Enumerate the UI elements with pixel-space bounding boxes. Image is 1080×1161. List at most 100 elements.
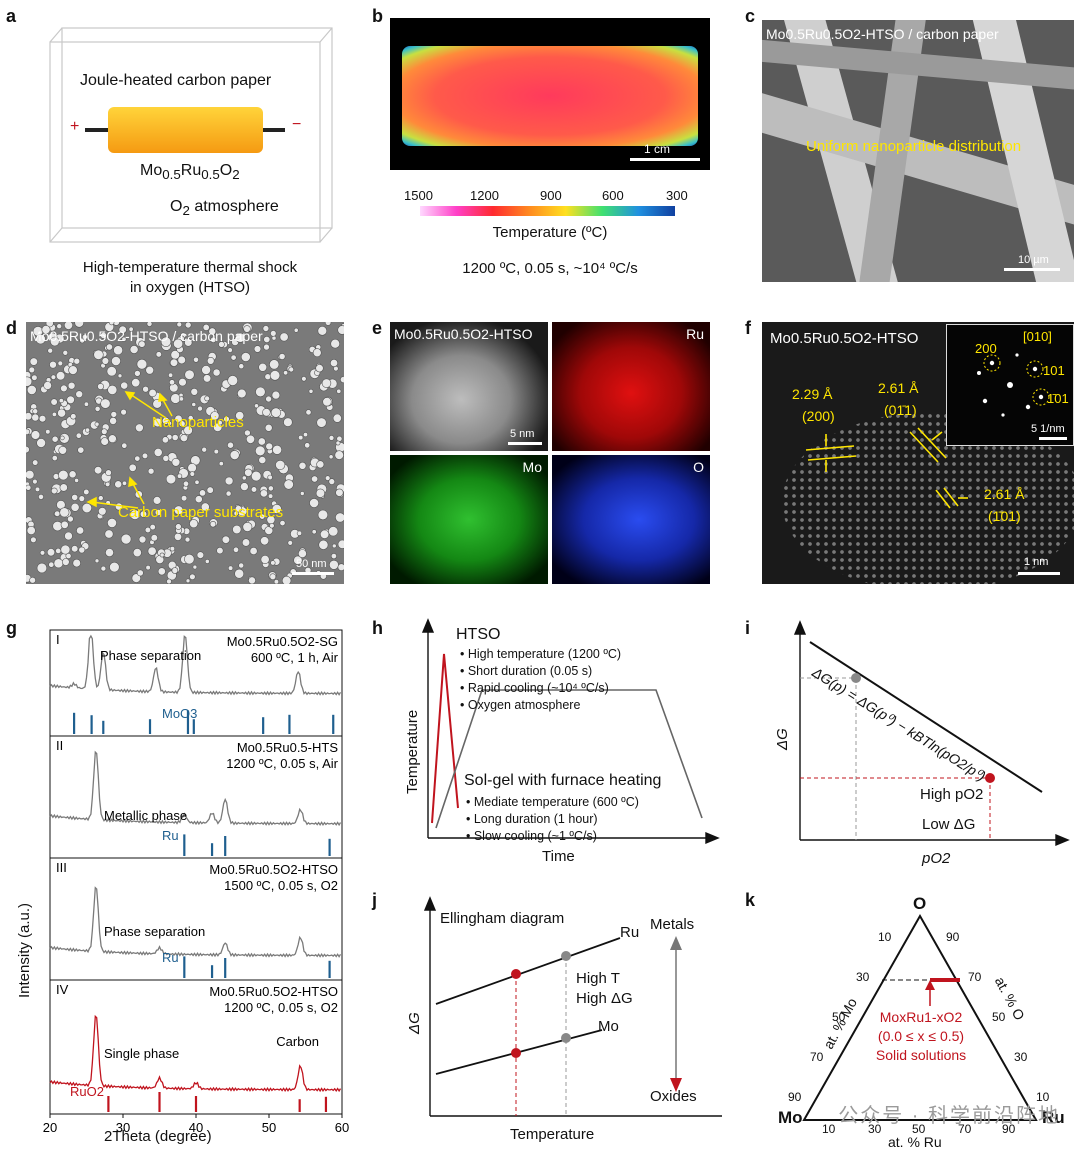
- xrd-pattern: [49, 886, 342, 958]
- nanoparticle: [265, 442, 273, 451]
- nanoparticle: [60, 384, 68, 393]
- nanoparticle: [210, 411, 220, 421]
- nanoparticle: [134, 370, 141, 377]
- nanoparticle: [29, 576, 36, 584]
- hrtem-title: Mo0.5Ru0.5O2-HTSO: [770, 330, 919, 347]
- nanoparticle: [29, 357, 38, 366]
- vertex-ru: Ru: [1042, 1108, 1065, 1127]
- nanoparticle: [94, 558, 100, 564]
- nanoparticle: [161, 436, 169, 444]
- temperature-profile: [421, 618, 720, 845]
- nanoparticle: [146, 322, 153, 327]
- nanoparticle: [184, 553, 195, 565]
- nanoparticle: [233, 546, 240, 553]
- nanoparticle: [253, 345, 262, 353]
- panel-a-caption: High-temperature thermal shock in oxygen…: [82, 259, 298, 296]
- nanoparticle: [61, 558, 70, 566]
- nanoparticle: [72, 558, 81, 568]
- nanoparticle: [194, 479, 200, 485]
- nanoparticle: [173, 505, 184, 515]
- nanoparticle: [45, 429, 51, 435]
- nanoparticle: [138, 340, 146, 348]
- nanoparticle: [283, 479, 294, 490]
- nanoparticle: [204, 558, 210, 564]
- nanoparticle: [183, 425, 193, 436]
- nanoparticle: [31, 374, 38, 381]
- nanoparticle: [224, 476, 234, 486]
- nanoparticle: [34, 486, 41, 492]
- nanoparticle: [117, 373, 123, 379]
- nanoparticle: [136, 569, 144, 577]
- nanoparticle: [118, 325, 127, 334]
- nanoparticle: [32, 478, 38, 485]
- nanoparticle: [93, 466, 103, 475]
- nanoparticle: [337, 563, 344, 571]
- nanoparticle: [47, 347, 54, 354]
- vertex-mo: Mo: [778, 1108, 803, 1127]
- nanoparticle: [185, 578, 191, 584]
- nanoparticle: [84, 427, 90, 433]
- nanoparticle: [49, 336, 60, 347]
- nanoparticle: [46, 548, 56, 557]
- nanoparticle: [269, 359, 280, 370]
- nanoparticle: [135, 423, 144, 433]
- nanoparticle: [75, 432, 82, 439]
- nanoparticle: [177, 355, 186, 365]
- nanoparticle: [241, 475, 247, 481]
- nanoparticle: [128, 463, 137, 472]
- scale-bar-label: 5 nm: [510, 428, 535, 440]
- nanoparticle: [293, 327, 299, 333]
- heating-condition: 1200 ºC, 0.05 s, ~10⁴ ºC/s: [462, 260, 638, 277]
- nanoparticle: [194, 495, 203, 504]
- x-tick-label: 30: [116, 1120, 130, 1135]
- nanoparticle: [129, 345, 139, 354]
- nanoparticle: [258, 362, 268, 372]
- nanoparticle: [221, 535, 230, 544]
- haadf-image: Mo0.5Ru0.5O2-HTSO 5 nm: [390, 322, 548, 451]
- nanoparticle: [223, 415, 230, 423]
- nanoparticle: [98, 507, 107, 516]
- nanoparticle: [74, 322, 84, 328]
- nanoparticle: [309, 498, 319, 508]
- nanoparticle: [76, 526, 85, 535]
- nanoparticle: [273, 579, 279, 584]
- nanoparticle: [305, 409, 312, 416]
- scale-bar-label: 1 nm: [1024, 556, 1049, 568]
- nanoparticle: [270, 330, 277, 337]
- nanoparticle: [298, 461, 307, 470]
- carbon-annotation: Carbon: [276, 1034, 319, 1049]
- x-tick-label: 50: [262, 1120, 276, 1135]
- nanoparticle: [293, 555, 303, 565]
- reference-label: Ru: [162, 828, 179, 843]
- nanoparticle: [168, 372, 174, 378]
- nanoparticle: [39, 550, 46, 556]
- nanoparticle: [196, 551, 205, 559]
- i-xlabel: pO2: [922, 850, 951, 867]
- d-spacing-3: 2.61 Å: [984, 486, 1025, 502]
- nanoparticle: [136, 358, 148, 370]
- nanoparticle: [101, 357, 110, 365]
- atmosphere-label: O2 atmosphere: [170, 198, 279, 219]
- xrd-ylabel: Intensity (a.u.): [16, 902, 33, 998]
- nanoparticle: [114, 480, 123, 489]
- nanoparticle: [122, 480, 128, 486]
- panel-f-hrtem: Mo0.5Ru0.5O2-HTSO 2.29 Å (200) 2.61 Å (0…: [762, 322, 1074, 584]
- nanoparticle: [36, 562, 48, 574]
- nanoparticle: [279, 332, 289, 342]
- nanoparticle: [147, 467, 155, 475]
- nanoparticle: [70, 502, 80, 512]
- nanoparticle: [264, 526, 274, 535]
- nanoparticle: [120, 381, 129, 390]
- nanoparticle: [275, 460, 286, 471]
- nanoparticle: [241, 538, 251, 547]
- nanoparticle: [139, 510, 148, 518]
- nanoparticle: [208, 327, 217, 336]
- nanoparticle: [269, 523, 275, 529]
- nanoparticle: [259, 513, 266, 520]
- nanoparticle: [141, 452, 149, 459]
- series-condition: 1200 ºC, 0.05 s, O2: [224, 1000, 338, 1015]
- nanoparticle: [82, 334, 88, 340]
- joule-heating-schematic: [49, 27, 333, 243]
- nanoparticle: [254, 403, 259, 409]
- scale-bar: [1018, 572, 1060, 575]
